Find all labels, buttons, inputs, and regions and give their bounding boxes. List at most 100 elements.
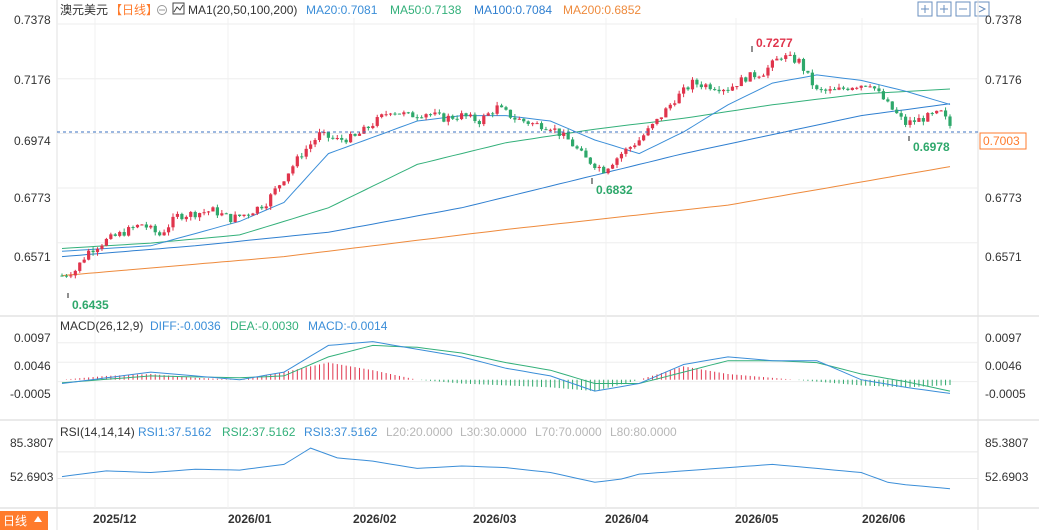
ma50-value: MA50:0.7138: [390, 3, 462, 17]
candle-down: [437, 112, 441, 114]
candle-down: [366, 126, 370, 129]
candle-down: [864, 85, 868, 87]
candle-down: [397, 113, 402, 115]
candle-down: [442, 113, 446, 122]
candle-up: [251, 213, 255, 216]
candle-down: [526, 121, 530, 124]
candle-up: [642, 135, 646, 141]
candle-up: [837, 87, 841, 90]
rsi-tick-label: 85.3807: [10, 436, 54, 450]
candle-up: [87, 250, 91, 260]
macd-diff-value: DIFF:-0.0036: [150, 319, 221, 333]
macd-tick-label: -0.0005: [10, 387, 51, 401]
y-tick-label: 0.7378: [985, 13, 1022, 27]
candle-up: [482, 115, 486, 125]
x-tick-label: 2026/03: [473, 512, 517, 526]
mid-low-value: 0.6832: [596, 183, 633, 197]
candle-up: [735, 86, 739, 88]
candle-down: [779, 58, 783, 60]
ma-lines: [61, 74, 951, 277]
caret-up-icon: [34, 516, 42, 522]
candle-up: [908, 120, 912, 125]
candle-down: [744, 77, 748, 82]
period-label[interactable]: 【日线】: [110, 3, 158, 17]
macd-plot: [61, 341, 951, 394]
fit-icon[interactable]: [917, 1, 933, 17]
indicator-icon[interactable]: [172, 2, 185, 15]
candle-down: [686, 87, 690, 90]
macd-value: MACD:-0.0014: [308, 319, 388, 333]
zoom-out-icon[interactable]: [955, 1, 971, 17]
candle-down: [801, 58, 806, 71]
candle-down: [588, 157, 592, 164]
current-price-tag: 0.7003: [979, 132, 1027, 150]
ma-indicator-name: MA1(20,50,100,200): [188, 3, 297, 17]
candle-up: [189, 211, 193, 217]
period-corner-tab[interactable]: [0, 511, 48, 530]
zoom-in-icon[interactable]: [936, 1, 952, 17]
candle-down: [91, 250, 95, 253]
candle-up: [548, 129, 552, 131]
candle-up: [606, 168, 610, 174]
rsi-axis: 85.3807 52.6903 85.3807 52.6903: [10, 436, 1029, 484]
x-tick-label: 2026/06: [862, 512, 906, 526]
candle-down: [539, 123, 544, 130]
candle-up: [650, 123, 655, 129]
candle-down: [131, 227, 135, 229]
candle-up: [233, 214, 237, 223]
candle-up: [384, 114, 388, 116]
candle-down: [872, 86, 877, 89]
rsi-l80-value: L80:80.0000: [610, 425, 677, 439]
y-tick-label: 0.6773: [14, 191, 51, 205]
macd-tick-label: 0.0046: [14, 359, 51, 373]
candle-down: [113, 234, 117, 236]
candle-down: [180, 213, 184, 220]
candle-up: [295, 156, 299, 167]
candle-down: [144, 224, 148, 228]
ma20-line: [61, 74, 951, 252]
candle-up: [646, 128, 650, 136]
rsi-plot: [61, 447, 951, 490]
candle-down: [713, 89, 717, 91]
candles: [60, 51, 952, 279]
y-tick-label: 0.7176: [985, 73, 1022, 87]
candle-up: [82, 259, 86, 263]
x-tick-label: 2026/01: [228, 512, 272, 526]
candle-up: [677, 93, 681, 104]
candle-up: [495, 105, 499, 114]
macd-grid: [57, 342, 978, 383]
candle-up: [704, 84, 708, 88]
candle-up: [797, 58, 801, 63]
candle-down: [948, 116, 952, 126]
candle-up: [371, 125, 375, 129]
macd-tick-label: 0.0097: [14, 331, 51, 345]
candle-down: [215, 207, 219, 216]
settings-icon[interactable]: [157, 5, 167, 15]
candle-up: [166, 227, 171, 233]
candle-up: [917, 118, 921, 122]
candle-down: [428, 114, 433, 116]
candle-down: [522, 118, 526, 122]
candle-up: [468, 114, 473, 117]
candle-down: [699, 84, 703, 88]
candle-down: [895, 109, 899, 114]
candle-up: [349, 133, 353, 143]
candle-down: [695, 79, 699, 85]
candle-down: [491, 113, 495, 115]
candle-down: [593, 163, 597, 169]
rsi-l70-value: L70:70.0000: [535, 425, 602, 439]
candle-up: [73, 270, 77, 276]
candle-up: [788, 54, 792, 56]
candle-down: [943, 110, 948, 117]
candle-down: [726, 89, 730, 91]
ma100-value: MA100:0.7084: [474, 3, 552, 17]
candle-down: [513, 117, 517, 120]
candle-up: [313, 140, 317, 145]
candle-up: [273, 188, 277, 195]
candle-up: [757, 76, 761, 78]
macd-tick-label: 0.0046: [985, 359, 1022, 373]
candle-down: [566, 132, 570, 140]
candle-up: [242, 214, 246, 216]
candle-up: [402, 112, 406, 115]
macd-tick-label: -0.0005: [985, 387, 1026, 401]
